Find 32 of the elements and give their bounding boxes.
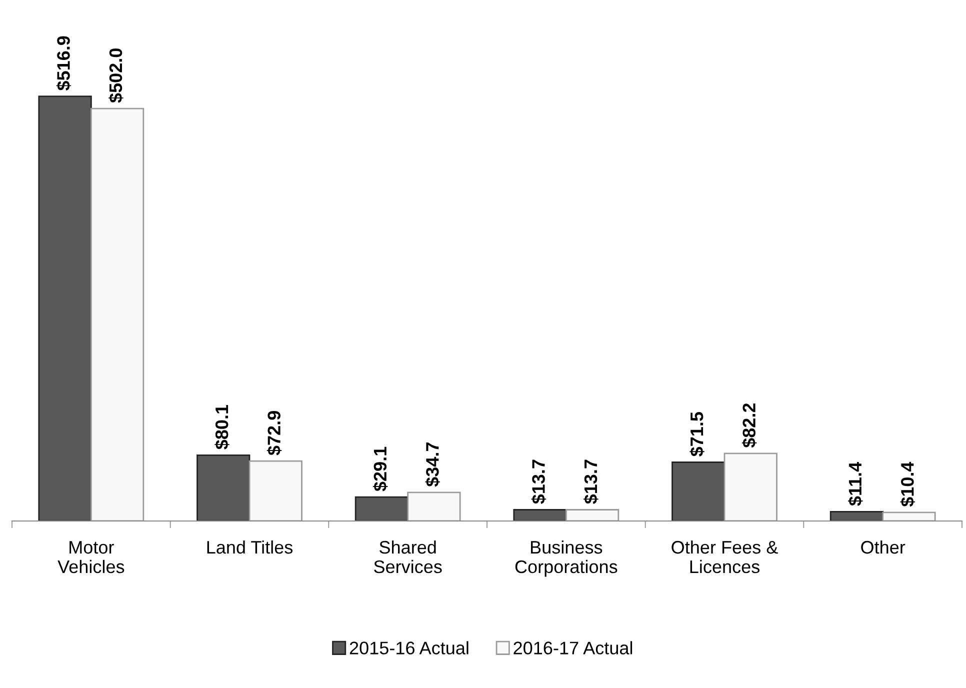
data-label: $29.1 <box>372 446 388 492</box>
legend-label: 2016-17 Actual <box>514 641 632 654</box>
x-tick-label: Shared Services <box>374 540 442 574</box>
data-label: $502.0 <box>108 48 124 103</box>
bar <box>38 96 92 521</box>
bar <box>565 509 620 521</box>
legend-label: 2015-16 Actual <box>350 641 468 654</box>
bar <box>672 462 726 521</box>
bar <box>407 492 461 521</box>
data-label: $82.2 <box>742 403 757 448</box>
data-label: $13.7 <box>531 460 546 504</box>
data-label: $13.7 <box>584 460 598 504</box>
x-tick-label: Land Titles <box>207 540 293 554</box>
bar <box>354 496 409 521</box>
x-tick-label: Other <box>861 540 906 554</box>
data-label: $72.9 <box>266 411 282 456</box>
bar <box>724 452 778 521</box>
x-tick-label: Motor Vehicles <box>58 541 124 574</box>
bar <box>90 108 144 521</box>
data-label: $11.4 <box>848 462 863 506</box>
bar <box>882 512 936 521</box>
x-tick-label: Business Corporations <box>515 540 618 577</box>
data-label: $10.4 <box>900 462 915 507</box>
bar <box>513 509 567 521</box>
bar <box>248 460 302 521</box>
bar <box>196 454 250 521</box>
data-label: $71.5 <box>690 412 704 456</box>
x-tick-label: Other Fees & Licences <box>672 540 778 574</box>
bar <box>830 510 884 521</box>
data-label: $80.1 <box>214 404 230 450</box>
data-label: $516.9 <box>56 36 72 91</box>
data-label: $34.7 <box>425 442 440 487</box>
